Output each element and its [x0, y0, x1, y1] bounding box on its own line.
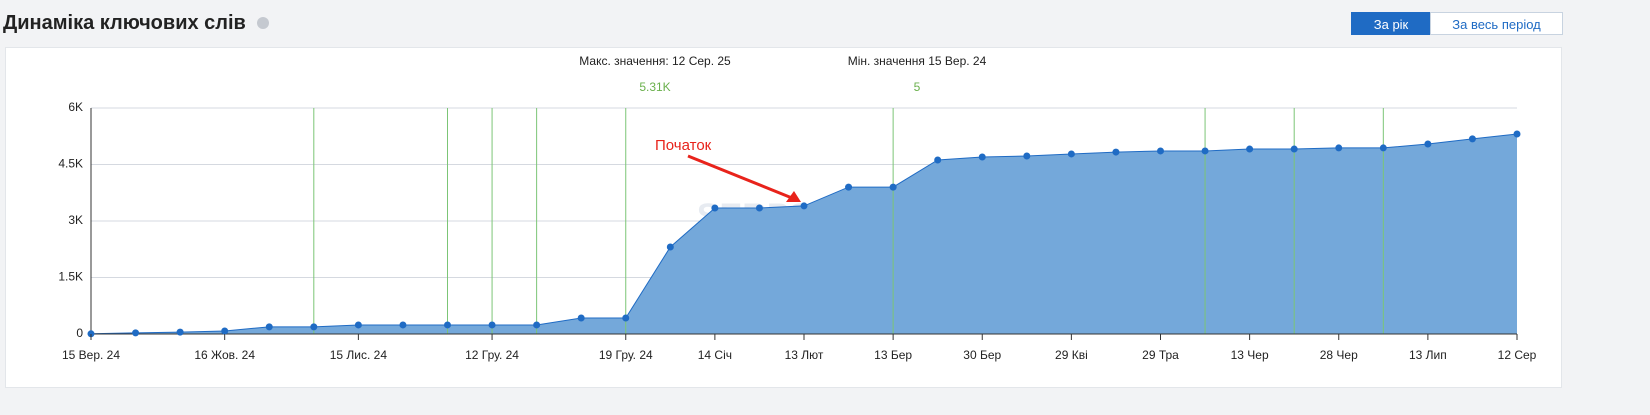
- point: [934, 156, 942, 164]
- point: [622, 314, 630, 322]
- point: [132, 329, 140, 337]
- y-tick-label: 1.5K: [58, 270, 83, 284]
- x-tick-label: 14 Січ: [698, 348, 732, 362]
- x-tick-label: 29 Кві: [1055, 348, 1088, 362]
- point: [978, 153, 986, 161]
- point: [1023, 152, 1031, 160]
- x-tick-label: 30 Бер: [963, 348, 1001, 362]
- x-tick-label: 13 Лют: [785, 348, 824, 362]
- x-tick-label: 28 Чер: [1320, 348, 1358, 362]
- annotation-arrowhead: [786, 191, 801, 202]
- point: [1379, 144, 1387, 152]
- point: [1246, 145, 1254, 153]
- y-tick-label: 4.5K: [58, 157, 83, 171]
- area: [91, 133, 1517, 334]
- annotation: Початок: [655, 137, 712, 154]
- min-value: 5: [914, 80, 921, 94]
- x-tick-label: 13 Бер: [874, 348, 912, 362]
- point: [666, 243, 674, 251]
- x-tick-label: 19 Гру. 24: [599, 348, 653, 362]
- x-tick-label: 16 Жов. 24: [194, 348, 255, 362]
- point: [221, 327, 229, 335]
- y-tick-label: 3K: [68, 213, 83, 227]
- point: [1157, 147, 1164, 155]
- point: [488, 321, 496, 329]
- point: [444, 321, 451, 329]
- point: [755, 204, 763, 212]
- point: [1335, 144, 1343, 152]
- point: [1468, 135, 1476, 143]
- point: [1290, 145, 1298, 153]
- point: [1112, 148, 1120, 156]
- x-tick-label: 13 Чер: [1231, 348, 1269, 362]
- point: [176, 328, 184, 336]
- x-tick-label: 29 Тра: [1142, 348, 1179, 362]
- point: [87, 330, 95, 338]
- info-icon[interactable]: [257, 17, 269, 29]
- point: [1513, 130, 1521, 138]
- point: [533, 321, 541, 329]
- point: [1067, 150, 1075, 158]
- point: [800, 202, 808, 210]
- x-tick-label: 15 Лис. 24: [330, 348, 388, 362]
- point: [265, 323, 273, 331]
- min-label: Мін. значення 15 Вер. 24: [848, 54, 987, 68]
- point: [310, 323, 318, 331]
- point: [399, 321, 407, 329]
- y-tick-label: 0: [76, 326, 83, 340]
- point: [577, 314, 585, 322]
- point: [1201, 147, 1209, 155]
- x-tick-label: 15 Вер. 24: [62, 348, 120, 362]
- all-period-button[interactable]: За весь період: [1430, 12, 1563, 35]
- point: [711, 204, 719, 212]
- x-tick-label: 12 Гру. 24: [465, 348, 519, 362]
- point: [354, 321, 362, 329]
- title: Динаміка ключових слів: [3, 12, 246, 34]
- x-tick-label: 13 Лип: [1409, 348, 1447, 362]
- annotation-arrow: [687, 154, 793, 200]
- y-tick-label: 6K: [68, 100, 83, 114]
- point: [1424, 140, 1432, 148]
- point: [845, 183, 853, 191]
- point: [889, 183, 897, 191]
- max-label: Макс. значення: 12 Сер. 25: [579, 54, 731, 68]
- x-tick-label: 12 Сер: [1498, 348, 1537, 362]
- max-value: 5.31K: [639, 80, 670, 94]
